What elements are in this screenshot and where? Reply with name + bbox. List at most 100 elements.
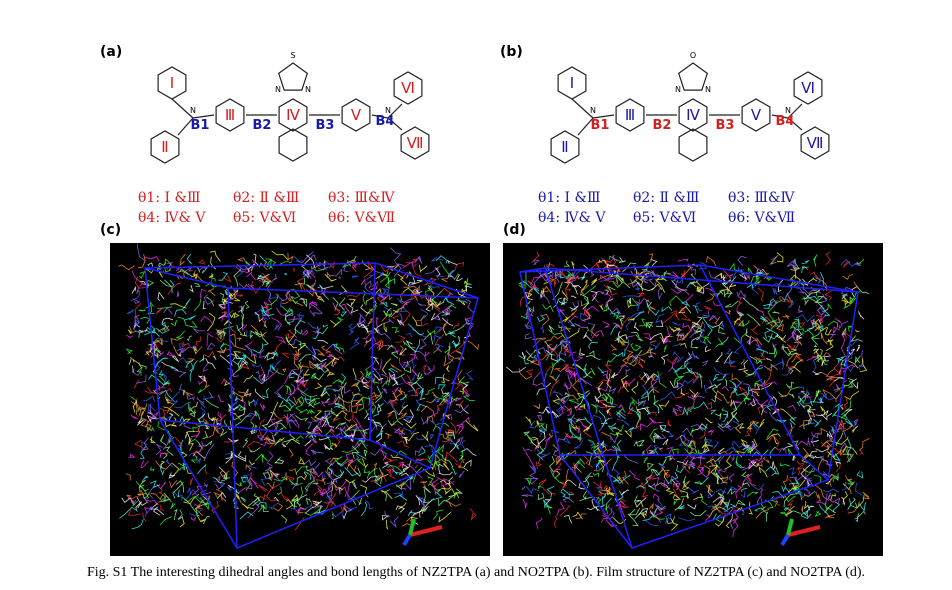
molecule-fragment [328,492,337,503]
molecule-fragment [707,505,714,507]
molecule-fragment [682,454,692,468]
molecule-fragment [358,398,365,412]
molecule-fragment [348,323,358,330]
molecule-fragment [434,326,443,335]
molecule-fragment [265,258,274,269]
molecule-fragment [719,490,727,500]
molecule-fragment [313,471,324,478]
molecule-fragment [182,419,192,430]
molecule-fragment [590,290,598,302]
molecule-fragment [562,337,570,346]
molecule-fragment [160,371,167,382]
molecule-fragment [202,430,209,440]
molecule-fragment [284,368,297,385]
molecule-fragment [598,259,607,265]
molecule-fragment [604,260,612,268]
molecule-fragment [569,305,579,312]
molecule-fragment [589,350,596,359]
molecule-fragment [196,396,204,405]
molecule-fragment [265,368,279,381]
molecule-fragment [237,305,245,313]
molecule-fragment [606,392,614,405]
molecule-fragment [675,434,696,443]
molecule-fragment [715,412,722,420]
molecule-fragment [712,496,725,506]
molecule-fragment [173,402,192,410]
molecule-fragment [149,436,157,444]
molecule-fragment [674,371,685,382]
molecule-fragment [375,426,383,443]
molecule-fragment [237,314,244,332]
molecule-fragment [461,440,466,451]
molecule-fragment [741,471,750,478]
molecule-fragment [136,374,147,384]
molecule-fragment [450,340,465,355]
molecule-fragment [183,493,200,505]
molecule-fragment [843,409,853,417]
molecule-fragment [130,290,141,302]
molecule-fragment [568,491,574,499]
molecule-fragment [409,354,418,360]
molecule-fragment [725,309,731,315]
molecule-fragment [688,444,693,451]
molecule-fragment [648,278,657,288]
molecule-fragment [290,483,298,490]
molecule-fragment [222,275,232,283]
molecule-fragment [628,426,635,433]
molecule-fragment [564,479,577,487]
molecule-fragment [204,398,219,408]
molecule-fragment [376,473,389,483]
molecule-fragment [419,388,424,395]
molecule-fragment [388,399,398,407]
molecule-fragment [616,476,624,484]
molecule-fragment [304,506,323,516]
bond-label: B1 [191,118,210,133]
molecule-fragment [384,510,391,518]
molecule-fragment [564,369,573,375]
molecule-fragment [636,485,647,489]
molecule-fragment [825,338,834,352]
molecule-fragment [826,375,841,381]
molecule-fragment [835,436,849,445]
molecule-fragment [198,413,206,425]
molecule-fragment [754,379,763,388]
molecule-fragment [461,288,468,295]
ring-label: Ⅲ [225,108,235,124]
molecule-fragment [792,322,806,329]
molecule-fragment [442,296,455,305]
molecule-fragment [544,436,551,449]
molecule-fragment [662,312,680,324]
molecule-fragment [766,357,772,361]
bond-line [771,114,789,119]
molecule-fragment [455,423,465,435]
molecule-fragment [274,426,284,437]
molecule-fragment [538,454,547,463]
bond-label: B4 [776,114,795,129]
molecule-fragment [276,307,294,316]
molecule-fragment [400,347,407,355]
molecule-fragment [228,311,235,319]
molecule-fragment [635,334,644,342]
molecule-fragment [132,298,141,304]
molecule-fragment [670,517,679,531]
molecule-fragment [203,482,209,488]
molecule-fragment [438,511,452,523]
molecule-fragment [403,366,412,374]
molecule-fragment [301,472,307,481]
molecule-fragment [522,498,528,509]
molecule-fragment [628,297,632,305]
molecule-fragment [363,465,371,479]
molecule-fragment [405,339,417,353]
molecule-fragment [423,277,437,286]
molecule-fragment [776,333,787,340]
axis-z [780,533,790,547]
molecule-fragment [432,509,444,520]
molecule-fragment [655,482,670,490]
molecule-fragment [844,390,860,401]
molecule-fragment [556,501,565,516]
molecule-fragment [236,337,242,341]
molecule-fragment [733,345,742,354]
molecule-fragment [803,417,813,430]
molecule-fragment [553,334,569,343]
